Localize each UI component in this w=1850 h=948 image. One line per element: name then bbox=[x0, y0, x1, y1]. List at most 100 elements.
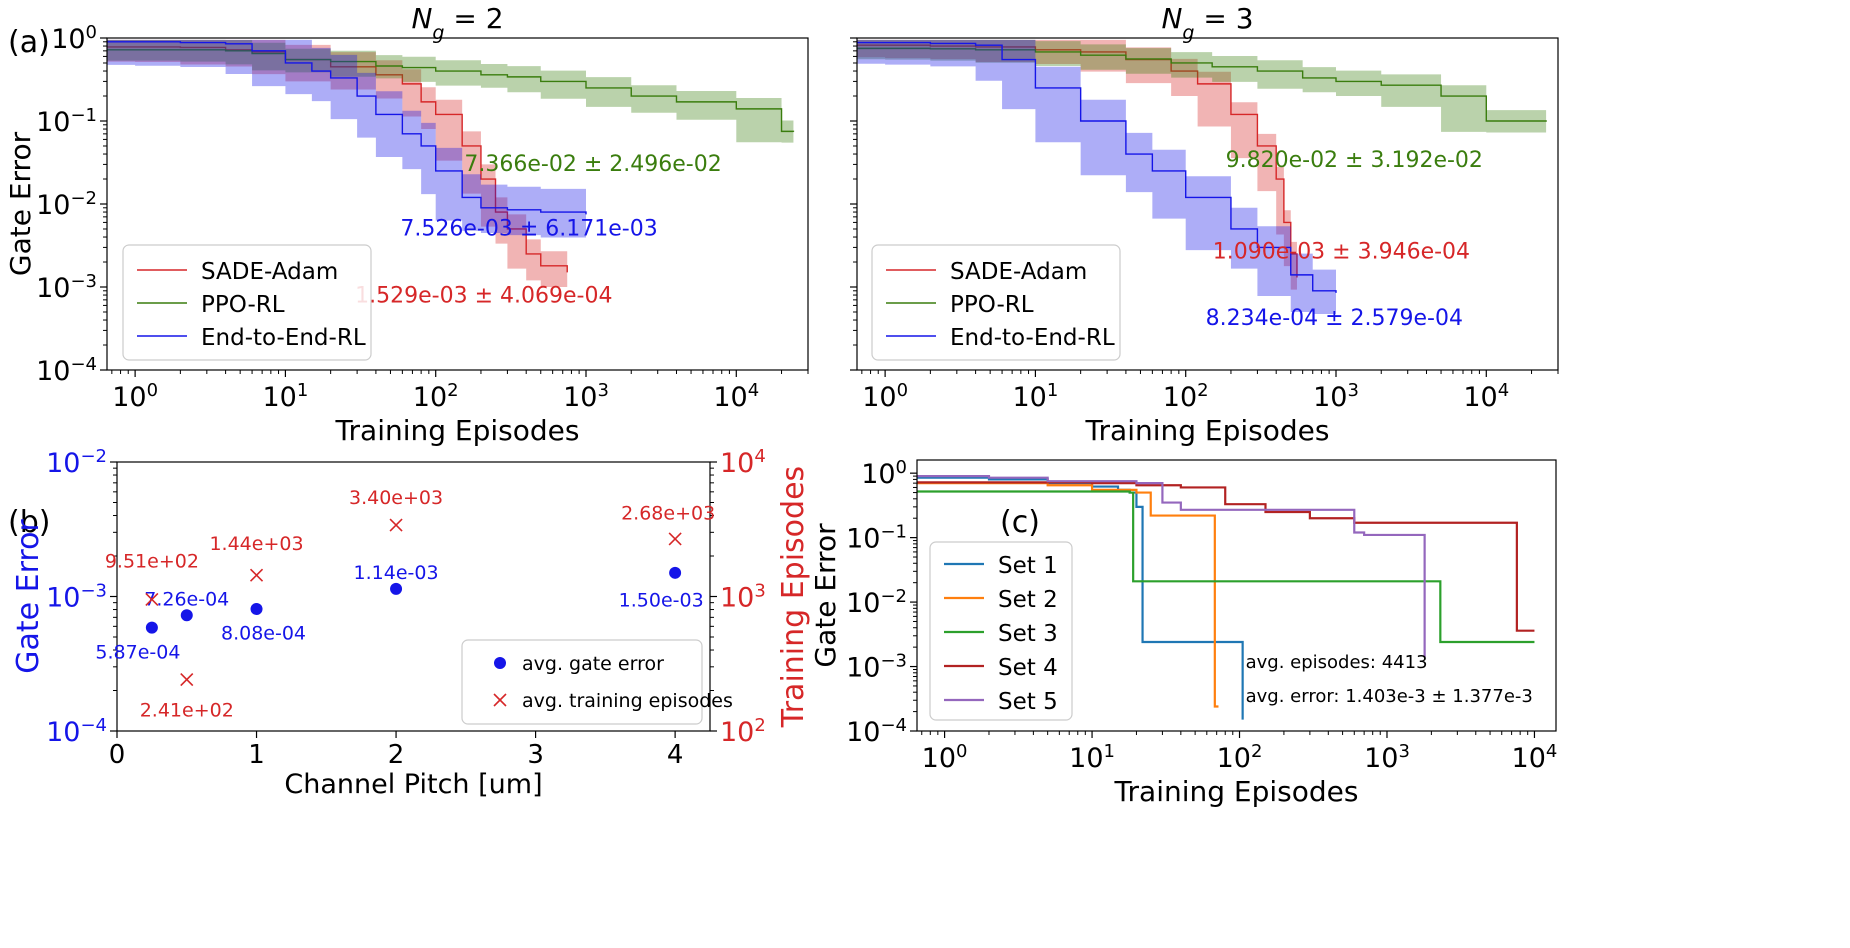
y-tick-label: 10−4 bbox=[846, 715, 907, 749]
line-end-to-end-rl bbox=[107, 41, 587, 215]
x-tick-label: 104 bbox=[1463, 380, 1509, 414]
x-tick-label: 101 bbox=[1013, 380, 1059, 414]
x-tick-label: 102 bbox=[413, 380, 459, 414]
x-tick-label: 103 bbox=[1364, 741, 1410, 775]
legend-label: Set 5 bbox=[998, 689, 1058, 715]
x-tick-label: 4 bbox=[667, 740, 684, 770]
legend-label: Set 4 bbox=[998, 655, 1058, 681]
band-ppo-rl bbox=[857, 39, 1547, 133]
legend-label: Set 1 bbox=[998, 553, 1058, 579]
x-tick-label: 100 bbox=[922, 741, 968, 775]
annotation: avg. episodes: 4413 bbox=[1246, 652, 1428, 673]
gate-error-point bbox=[390, 582, 403, 595]
episodes-label: 2.41e+02 bbox=[140, 699, 234, 721]
band-sade-adam bbox=[107, 39, 568, 288]
chart-title: Ng = 3 bbox=[1161, 2, 1253, 44]
y2-tick-label: 103 bbox=[720, 580, 766, 614]
legend-box bbox=[461, 639, 703, 725]
x-tick-label: 102 bbox=[1163, 380, 1209, 414]
x-tick-label: 101 bbox=[263, 380, 309, 414]
y-tick-label: 100 bbox=[51, 22, 97, 56]
x-tick-label: 103 bbox=[1313, 380, 1359, 414]
y-tick-label: 10−2 bbox=[36, 188, 97, 222]
y-tick-label: 10−3 bbox=[36, 271, 97, 305]
gate-error-point bbox=[250, 602, 263, 615]
line-sade-adam bbox=[107, 46, 568, 273]
annotation: 1.529e-03 ± 4.069e-04 bbox=[355, 284, 612, 309]
x-tick-label: 3 bbox=[527, 740, 544, 770]
legend-label: Set 2 bbox=[998, 587, 1058, 613]
x-axis-label: Channel Pitch [um] bbox=[284, 769, 542, 800]
chart-channel-pitch: 0 1 2 3 4 10−2 10−3 10−4 104 103 102 Channel Pitch … bbox=[11, 446, 811, 801]
line-ppo-rl bbox=[107, 49, 795, 133]
line-set-3 bbox=[917, 490, 1535, 644]
chart-parameter-sets: 100 101 102 103 104 100 10−1 10−2 10−3 10−4 Traini… bbox=[809, 457, 1557, 808]
annotation: 8.234e-04 ± 2.579e-04 bbox=[1206, 306, 1463, 331]
legend-box bbox=[929, 541, 1073, 721]
episodes-point bbox=[249, 568, 264, 582]
line-set-4 bbox=[917, 481, 1535, 632]
x-axis-label: Training Episodes bbox=[1085, 414, 1330, 447]
x-tick-label: 100 bbox=[862, 380, 908, 414]
episodes-label: 2.68e+03 bbox=[621, 503, 715, 525]
annotation: 7.526e-03 ± 6.171e-03 bbox=[400, 216, 657, 241]
y-tick-label: 10−4 bbox=[46, 715, 107, 749]
y-axis-label: Gate Error bbox=[809, 523, 842, 668]
band-end-to-end-rl bbox=[107, 39, 586, 238]
gate-error-label: 1.14e-03 bbox=[354, 562, 439, 584]
x-tick-label: 104 bbox=[713, 380, 759, 414]
line-ppo-rl bbox=[857, 47, 1547, 122]
line-set-2 bbox=[917, 482, 1219, 708]
y-tick-label: 10−1 bbox=[36, 105, 97, 139]
legend-label: PPO-RL bbox=[201, 292, 285, 318]
legend-marker bbox=[494, 657, 506, 669]
y-tick-label: 10−1 bbox=[846, 521, 907, 555]
y-tick-label: 10−3 bbox=[46, 580, 107, 614]
episodes-point bbox=[180, 673, 194, 687]
legend-label: End-to-End-RL bbox=[950, 325, 1115, 351]
y-tick-label: 10−3 bbox=[846, 650, 907, 684]
y-tick-label: 10−4 bbox=[36, 354, 97, 388]
episodes-label: 3.40e+03 bbox=[349, 487, 443, 509]
legend-label: PPO-RL bbox=[950, 292, 1034, 318]
gate-error-label: 7.26e-04 bbox=[144, 588, 229, 610]
x-tick-label: 103 bbox=[563, 380, 609, 414]
gate-error-label: 1.50e-03 bbox=[619, 589, 704, 611]
line-end-to-end-rl bbox=[857, 41, 1337, 293]
episodes-marker bbox=[668, 532, 682, 546]
legend-box bbox=[871, 244, 1121, 361]
x-axis-label: Training Episodes bbox=[335, 414, 580, 447]
chart-ng2: 100 101 102 103 104 100 10−1 10−2 10−3 10−4 Traini… bbox=[4, 2, 809, 447]
x-tick-label: 101 bbox=[1069, 741, 1115, 775]
gate-error-label: 5.87e-04 bbox=[95, 642, 180, 664]
x-tick-label: 0 bbox=[109, 740, 126, 770]
episodes-point bbox=[145, 592, 159, 607]
x-tick-label: 100 bbox=[112, 380, 158, 414]
episodes-marker bbox=[180, 673, 194, 687]
x-tick-label: 104 bbox=[1512, 741, 1558, 775]
plot-frame bbox=[916, 459, 1557, 732]
gate-error-point bbox=[145, 621, 158, 634]
panel-label-a: (a) bbox=[8, 25, 50, 60]
y-tick-label: 10−2 bbox=[46, 446, 107, 480]
x-tick-label: 1 bbox=[248, 740, 265, 770]
annotation: 1.090e-03 ± 3.946e-04 bbox=[1213, 240, 1470, 265]
legend-label: avg. gate error bbox=[522, 653, 664, 675]
band-end-to-end-rl bbox=[857, 39, 1336, 315]
legend-label: Set 3 bbox=[998, 621, 1058, 647]
episodes-marker bbox=[145, 592, 159, 607]
gate-error-point bbox=[180, 609, 193, 622]
episodes-marker bbox=[249, 568, 264, 582]
x-tick-label: 2 bbox=[388, 740, 405, 770]
band-ppo-rl bbox=[107, 39, 794, 143]
chart-title: Ng = 2 bbox=[411, 2, 503, 44]
annotation: 7.366e-02 ± 2.496e-02 bbox=[464, 152, 721, 177]
chart-ng3: 100 101 102 103 104 Training Episodes Ng = 3 9.… bbox=[850, 2, 1559, 447]
gate-error-point bbox=[669, 566, 682, 579]
legend: Set 1 Set 2 Set 3 Set 4 Set 5 bbox=[929, 541, 1073, 721]
x-axis-label: Training Episodes bbox=[1114, 775, 1359, 808]
y-tick-label: 10−2 bbox=[846, 586, 907, 620]
line-sade-adam bbox=[857, 44, 1298, 278]
x-tick-label: 102 bbox=[1217, 741, 1263, 775]
